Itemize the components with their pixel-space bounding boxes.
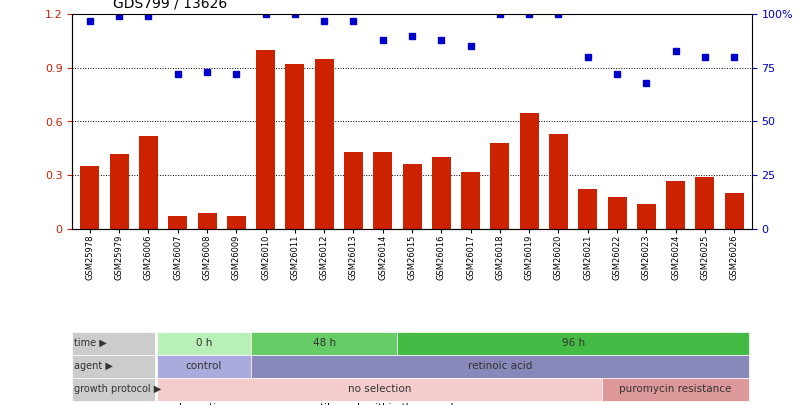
Bar (695, 177, 714, 229)
Text: time ▶: time ▶ (74, 338, 107, 348)
Bar (577, 190, 597, 229)
Bar (139, 136, 158, 229)
Bar (314, 59, 333, 229)
Bar (256, 50, 275, 229)
Bar (373, 152, 392, 229)
Bar (665, 181, 684, 229)
Bar (431, 157, 450, 229)
Bar (168, 216, 187, 229)
Bar (607, 197, 626, 229)
Bar (724, 193, 743, 229)
Bar (402, 164, 421, 229)
Text: retinoic acid: retinoic acid (467, 361, 532, 371)
Bar (548, 134, 567, 229)
Text: control: control (185, 361, 222, 371)
Bar (344, 152, 362, 229)
Bar (198, 213, 216, 229)
Text: 0 h: 0 h (195, 338, 212, 348)
Text: log ratio: log ratio (179, 403, 222, 405)
Bar (226, 216, 246, 229)
Bar (636, 204, 655, 229)
Text: ■: ■ (269, 403, 281, 405)
Bar (461, 172, 479, 229)
Text: agent ▶: agent ▶ (74, 361, 112, 371)
Text: no selection: no selection (348, 384, 411, 394)
Text: 96 h: 96 h (560, 338, 584, 348)
Bar (519, 113, 538, 229)
Bar (109, 153, 128, 229)
Bar (80, 166, 100, 229)
Text: growth protocol ▶: growth protocol ▶ (74, 384, 161, 394)
Text: percentile rank within the sample: percentile rank within the sample (283, 403, 459, 405)
Text: GDS799 / 13626: GDS799 / 13626 (112, 0, 226, 10)
Text: puromycin resistance: puromycin resistance (618, 384, 731, 394)
Text: 48 h: 48 h (312, 338, 336, 348)
Text: ■: ■ (165, 403, 177, 405)
Bar (285, 64, 304, 229)
Bar (490, 143, 509, 229)
